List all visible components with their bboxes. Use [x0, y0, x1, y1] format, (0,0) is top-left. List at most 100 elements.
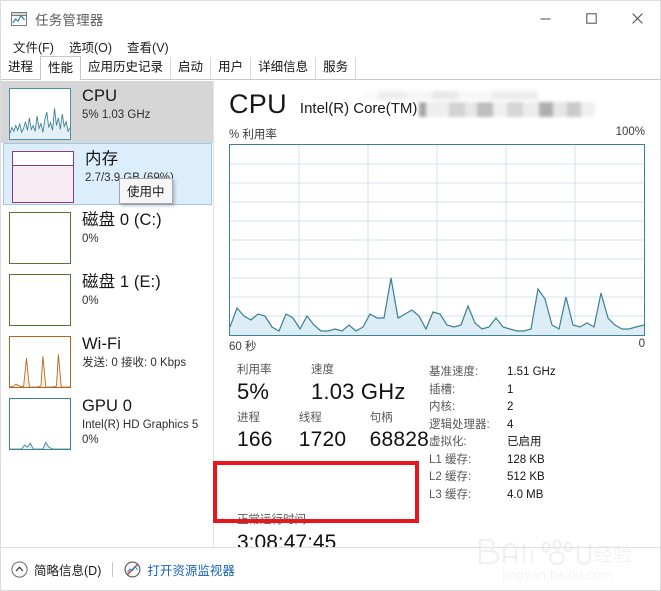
tab-startup[interactable]: 启动 [170, 57, 212, 79]
resource-sidebar: CPU 5% 1.03 GHz 内存 2.7/3.9 GB (69%) [1, 81, 214, 547]
spec-logical-processors-value: 4 [507, 418, 514, 431]
stat-threads-value: 1720 [298, 428, 347, 451]
stat-utilization-label: 利用率 [237, 364, 272, 376]
wifi-thumbnail-graph [9, 336, 71, 388]
chart-axis-bottom: 60 秒 0 [215, 336, 660, 354]
chart-xlabel-right: 0 [638, 338, 645, 350]
sidebar-item-disk1[interactable]: 磁盘 1 (E:) 0% [1, 267, 213, 329]
window-title: 任务管理器 [35, 13, 104, 28]
cpu-header: CPU Intel(R) Core(TM) [215, 81, 660, 120]
cpu-model-prefix: Intel(R) Core(TM) [299, 100, 418, 117]
stat-utilization-value: 5% [237, 379, 270, 404]
sidebar-item-disk1-sub: 0% [82, 295, 99, 307]
uptime-value: 3:08:47:45 [237, 531, 337, 547]
tab-details[interactable]: 详细信息 [250, 57, 317, 79]
chart-axis-top: % 利用率 100% [215, 120, 660, 144]
sidebar-item-cpu-sub: 5% 1.03 GHz [82, 109, 151, 121]
stat-speed-value: 1.03 GHz [311, 379, 406, 404]
spec-cores: 内核: 2 [429, 399, 556, 417]
spec-logical-processors-key: 逻辑处理器: [429, 418, 490, 431]
spec-virtualization: 虚拟化: 已启用 [429, 434, 556, 452]
task-manager-icon [10, 10, 28, 28]
sidebar-item-gpu-sub2: 0% [82, 434, 99, 446]
gpu-thumbnail-graph [9, 398, 71, 450]
sidebar-item-cpu[interactable]: CPU 5% 1.03 GHz [1, 81, 213, 143]
spec-virtualization-value: 已启用 [507, 436, 542, 448]
cpu-model-redacted-upper [361, 91, 538, 100]
sidebar-item-disk0-sub: 0% [82, 233, 99, 245]
menu-view[interactable]: 查看(V) [127, 40, 169, 55]
sidebar-item-gpu[interactable]: GPU 0 Intel(R) HD Graphics 5 0% [1, 391, 213, 453]
tab-users[interactable]: 用户 [210, 57, 252, 79]
sidebar-item-memory[interactable]: 内存 2.7/3.9 GB (69%) [3, 143, 212, 205]
open-resource-monitor-label: 打开资源监视器 [147, 563, 235, 578]
sidebar-item-wifi-sub: 发送: 0 接收: 0 Kbps [82, 357, 187, 369]
stat-threads-label: 线程 [298, 412, 322, 424]
spec-l3-cache: L3 缓存: 4.0 MB [429, 487, 556, 505]
cpu-model-redacted [419, 101, 596, 117]
spec-l2-cache-value: 512 KB [507, 471, 545, 483]
memory-thumbnail-graph [12, 151, 74, 203]
chevron-up-icon [11, 560, 28, 578]
spec-l3-cache-key: L3 缓存: [429, 488, 472, 501]
spec-sockets-key: 插槽: [429, 383, 456, 396]
uptime-label: 正常运行时间 [237, 514, 306, 526]
spec-base-speed-key: 基准速度: [429, 366, 479, 378]
spec-l3-cache-value: 4.0 MB [507, 488, 544, 501]
stat-threads: 线程 1720 [299, 410, 370, 454]
fewer-details-button[interactable]: 简略信息(D) [11, 560, 101, 579]
chart-ylabel: % 利用率 [229, 129, 277, 141]
spec-cores-key: 内核: [429, 401, 456, 413]
stat-processes: 进程 166 [237, 410, 299, 454]
cpu-stats-row-2: 进程 166 线程 1720 句柄 68828 [237, 410, 429, 454]
tab-services[interactable]: 服务 [315, 57, 357, 79]
menu-bar: 文件(F) 选项(O) 查看(V) [1, 35, 660, 57]
cpu-thumbnail-graph [9, 88, 71, 140]
page-title: CPU [229, 89, 287, 119]
status-bar: 简略信息(D) 打开资源监视器 [1, 547, 660, 590]
cpu-utilization-chart [229, 144, 645, 336]
sidebar-item-disk1-title: 磁盘 1 (E:) [82, 273, 161, 291]
sidebar-item-wifi-title: Wi-Fi [82, 335, 121, 353]
spec-base-speed: 基准速度: 1.51 GHz [429, 364, 556, 382]
stat-utilization: 利用率 5% [237, 362, 311, 406]
menu-options[interactable]: 选项(O) [68, 40, 113, 55]
sidebar-item-gpu-title: GPU 0 [82, 397, 133, 415]
open-resource-monitor-link[interactable]: 打开资源监视器 [124, 560, 235, 579]
sidebar-item-disk0[interactable]: 磁盘 0 (C:) 0% [1, 205, 213, 267]
cpu-stats: 利用率 5% 速度 1.03 GHz 进程 166 线程 172 [215, 354, 660, 504]
resource-monitor-icon [124, 561, 141, 578]
spec-sockets: 插槽: 1 [429, 382, 556, 400]
stat-handles-value: 68828 [369, 428, 429, 451]
maximize-button[interactable] [568, 1, 614, 35]
spec-l1-cache-key: L1 缓存: [429, 453, 472, 466]
sidebar-item-cpu-title: CPU [82, 87, 118, 105]
close-button[interactable] [614, 1, 660, 35]
chart-xlabel-left: 60 秒 [229, 341, 257, 353]
cpu-model-name: Intel(R) Core(TM) [299, 91, 596, 117]
cpu-stats-row-1: 利用率 5% 速度 1.03 GHz [237, 362, 429, 406]
stat-handles: 句柄 68828 [370, 410, 429, 454]
sidebar-item-wifi[interactable]: Wi-Fi 发送: 0 接收: 0 Kbps [1, 329, 213, 391]
tab-performance[interactable]: 性能 [40, 56, 82, 80]
spec-logical-processors: 逻辑处理器: 4 [429, 417, 556, 435]
spec-l1-cache-value: 128 KB [507, 453, 545, 466]
tab-processes[interactable]: 进程 [1, 57, 42, 79]
tab-app-history[interactable]: 应用历史记录 [80, 57, 172, 79]
menu-file[interactable]: 文件(F) [13, 40, 54, 55]
spec-cores-value: 2 [507, 401, 514, 413]
uptime-block: 正常运行时间 3:08:47:45 [215, 504, 660, 547]
stat-processes-value: 166 [237, 428, 273, 451]
stat-handles-label: 句柄 [369, 412, 393, 424]
sidebar-item-disk0-title: 磁盘 0 (C:) [82, 211, 162, 229]
disk0-thumbnail-graph [9, 212, 71, 264]
title-bar: 任务管理器 [1, 1, 660, 37]
minimize-button[interactable] [522, 1, 568, 35]
window-controls [522, 1, 660, 37]
cpu-spec-list: 基准速度: 1.51 GHz 插槽: 1 内核: 2 逻辑处理器: 4 虚拟化: [429, 362, 556, 504]
chart-ymax: 100% [615, 126, 645, 138]
stat-speed: 速度 1.03 GHz [311, 362, 406, 406]
spec-sockets-value: 1 [507, 383, 514, 396]
spec-l1-cache: L1 缓存: 128 KB [429, 452, 556, 470]
